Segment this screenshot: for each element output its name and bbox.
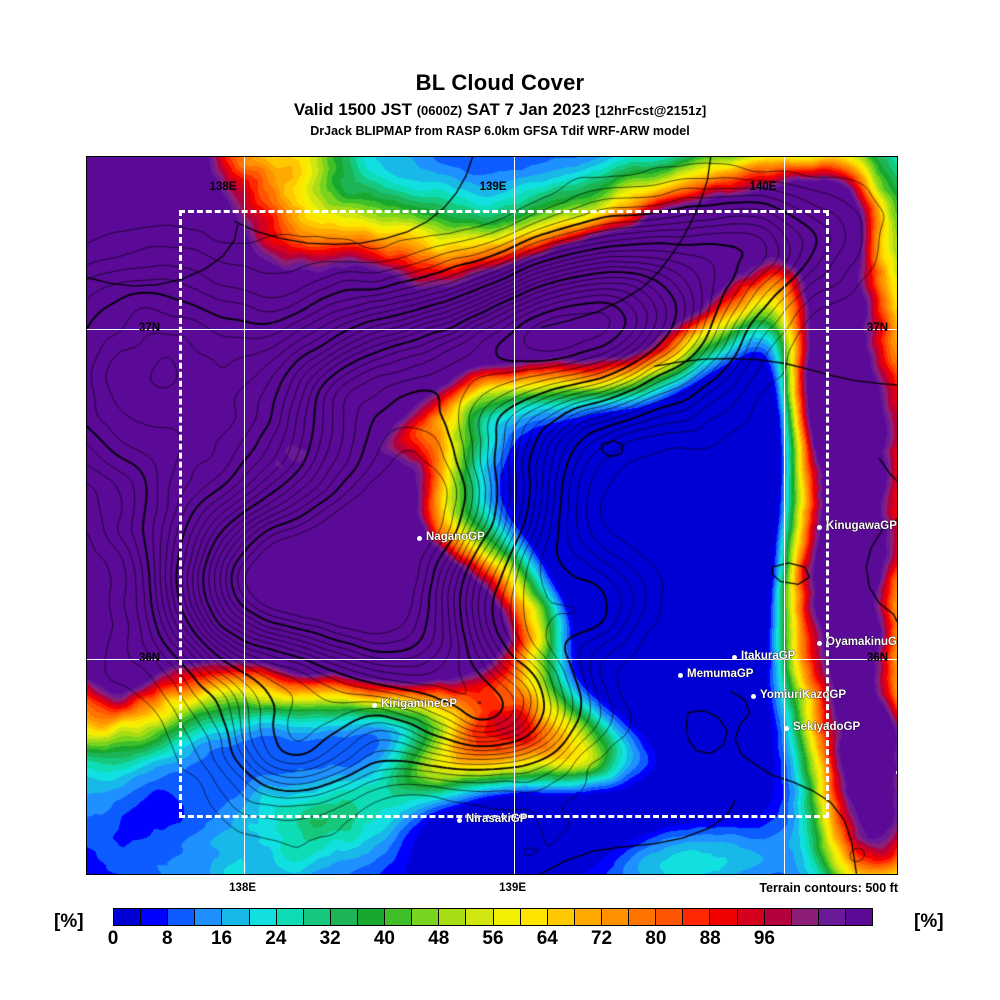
colorbar-tick: 88 (699, 928, 721, 949)
inner-domain-box (178, 209, 830, 818)
longitude-label: 140E (749, 181, 777, 193)
longitude-gridline (513, 157, 515, 874)
valid-time-jst: Valid 1500 JST (293, 100, 412, 119)
colorbar-tick: 96 (753, 928, 775, 949)
site-dot-icon (457, 818, 462, 823)
colorbar-segment (493, 909, 521, 925)
colorbar-segment (818, 909, 846, 925)
valid-date: SAT 7 Jan 2023 (466, 100, 591, 119)
colorbar-block: [%] 0 8 16 24 32 40 48 56 64 72 80 88 96 [%] (0, 905, 1000, 955)
site-dot-icon (372, 703, 377, 708)
colorbar-segment (710, 909, 738, 925)
colorbar-segment (683, 909, 711, 925)
colorbar-tick: 16 (210, 928, 233, 949)
colorbar-tick: 8 (161, 928, 173, 949)
colorbar-segment (656, 909, 684, 925)
latitude-gridline (87, 659, 897, 661)
map-plot-area[interactable]: 36N 36N 37N 37N 138E 139E 140E NaganoGP Kirigami… (86, 156, 898, 875)
site-dot-icon (678, 673, 683, 678)
colorbar-unit-left: [%] (54, 911, 84, 932)
site-dot-icon (896, 770, 897, 775)
site-label: SekiyadoGP (793, 721, 861, 733)
page-title: BL Cloud Cover (415, 70, 585, 95)
latitude-label: 36N (139, 652, 161, 665)
colorbar-segment (357, 909, 386, 925)
forecast-tag: [12hrFcst@2151z] (595, 103, 707, 118)
colorbar-segment (195, 909, 223, 925)
longitude-label: 139E (479, 181, 507, 193)
bottom-longitude-labels: 138E 139E (86, 882, 898, 898)
latitude-label: 36N (867, 652, 889, 665)
colorbar-segment (114, 909, 142, 925)
colorbar-segment (222, 909, 250, 925)
colorbar-segment (385, 909, 413, 925)
valid-time-utc: (0600Z) (416, 103, 463, 118)
site-label: KirigamineGP (381, 698, 458, 710)
site-label: NirasakiGP (466, 813, 528, 825)
colorbar-tick: 64 (536, 928, 558, 949)
site-dot-icon (751, 694, 756, 699)
colorbar-tick-labels: 0 8 16 24 32 40 48 56 64 72 80 88 96 (108, 928, 873, 954)
latitude-label: 37N (139, 321, 161, 334)
colorbar-segment (737, 909, 765, 925)
colorbar-tick: 24 (265, 928, 287, 949)
colorbar-gradient[interactable] (113, 908, 873, 926)
colorbar-tick: 32 (319, 928, 341, 949)
site-label: KinugawaGP (826, 520, 897, 532)
colorbar-segment (791, 909, 819, 925)
colorbar-unit-right: [%] (914, 911, 944, 932)
site-dot-icon (817, 525, 822, 530)
colorbar-segment (168, 909, 196, 925)
colorbar-segment (764, 909, 792, 925)
site-label: ItakuraGP (741, 650, 796, 662)
colorbar-segment (547, 909, 575, 925)
colorbar-segment (330, 909, 358, 925)
colorbar-segment (466, 909, 494, 925)
colorbar-tick: 0 (107, 928, 119, 949)
title-block: BL Cloud Cover Valid 1500 JST (0600Z) SA… (0, 70, 1000, 139)
site-dot-icon (817, 641, 822, 646)
site-label: YomiuriKazoGP (760, 689, 847, 701)
colorbar-tick: 80 (645, 928, 667, 949)
longitude-gridline (243, 157, 245, 874)
colorbar-tick: 72 (590, 928, 613, 949)
colorbar-segment (249, 909, 277, 925)
bottom-longitude-label: 139E (499, 882, 527, 894)
site-dot-icon (784, 726, 789, 731)
colorbar-segment (412, 909, 440, 925)
colorbar-segment (574, 909, 602, 925)
colorbar-segment (141, 909, 169, 925)
site-label: OyamakinuGP (826, 636, 898, 648)
bottom-longitude-label: 138E (229, 882, 257, 894)
site-label: NaganoGP (426, 531, 485, 543)
colorbar-segment (520, 909, 548, 925)
colorbar-segment (601, 909, 630, 925)
colorbar-segment (439, 909, 467, 925)
colorbar-tick: 56 (482, 928, 504, 949)
site-dot-icon (417, 536, 422, 541)
latitude-gridline (87, 328, 897, 330)
site-dot-icon (732, 655, 737, 660)
model-description: DrJack BLIPMAP from RASP 6.0km GFSA Tdif… (310, 124, 690, 138)
longitude-gridline (783, 157, 785, 874)
colorbar-tick: 40 (373, 928, 395, 949)
colorbar-segment (276, 909, 304, 925)
site-label: MemumaGP (687, 668, 754, 680)
colorbar-segment (303, 909, 331, 925)
colorbar-segment (629, 909, 657, 925)
valid-time-line: Valid 1500 JST (0600Z) SAT 7 Jan 2023 [1… (0, 100, 1000, 120)
colorbar-tick: 48 (428, 928, 450, 949)
colorbar-segment (845, 909, 873, 925)
cloud-cover-heatmap (87, 157, 897, 874)
map-overlay: 36N 36N 37N 37N 138E 139E 140E NaganoGP Kirigami… (87, 157, 897, 874)
terrain-contour-note: Terrain contours: 500 ft (759, 881, 898, 895)
longitude-label: 138E (209, 181, 237, 193)
latitude-label: 37N (867, 321, 889, 334)
